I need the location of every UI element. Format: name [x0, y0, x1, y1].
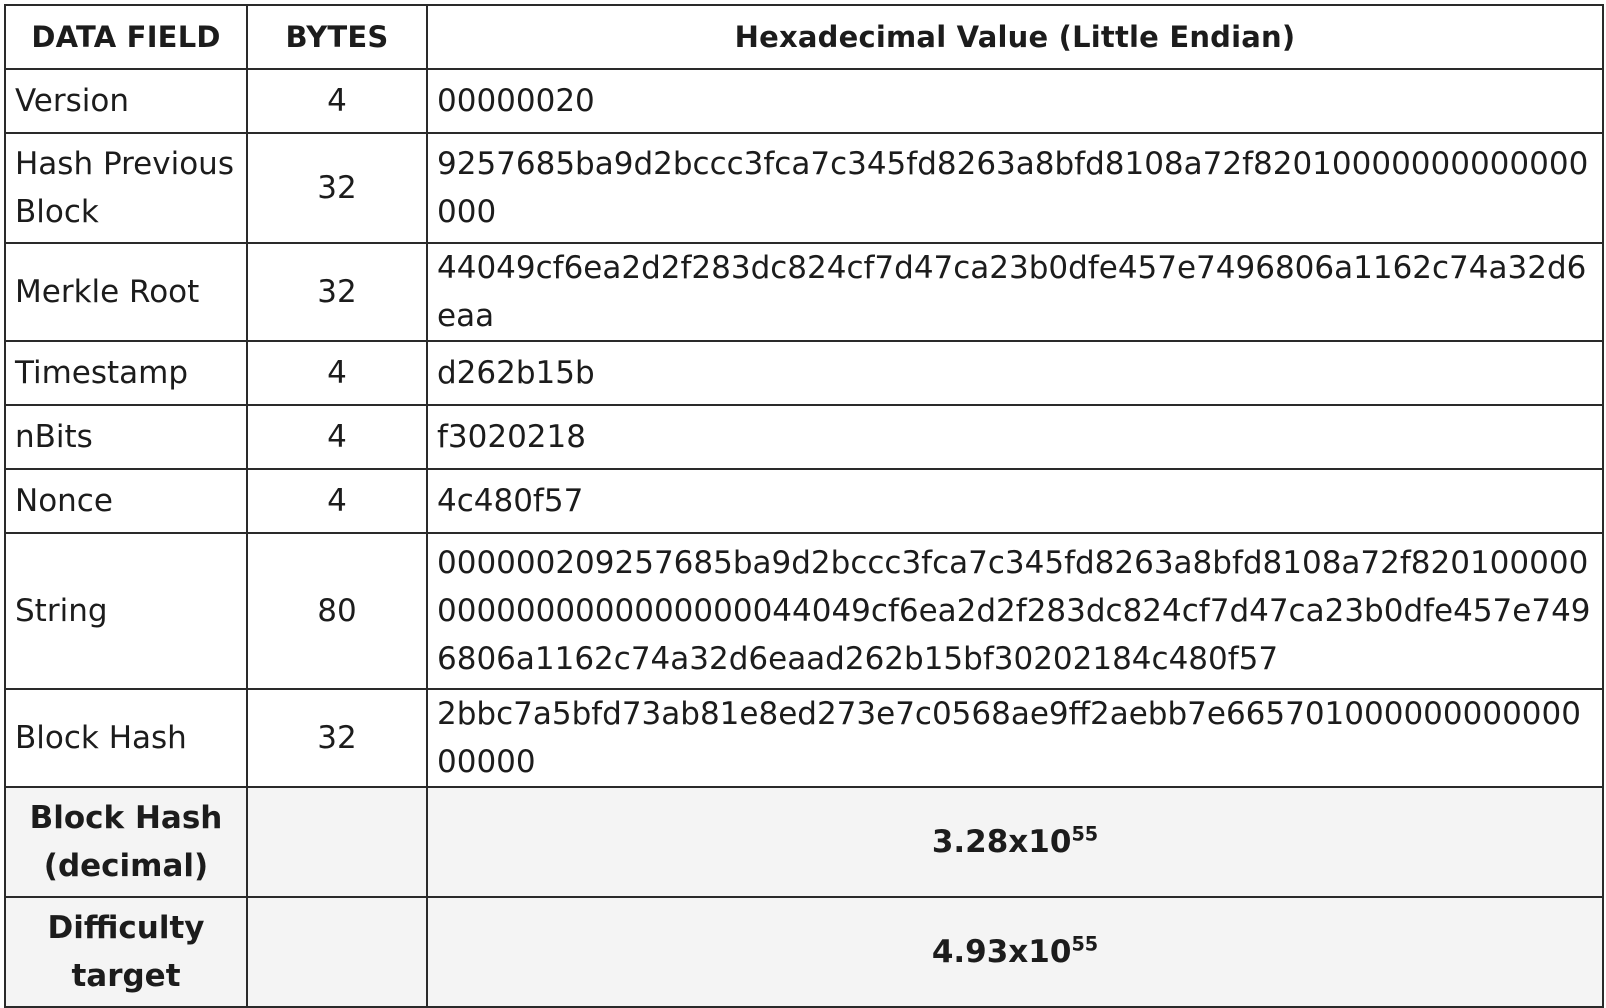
row-field-name: Block Hash — [4, 688, 248, 788]
column-header-bytes: BYTES — [246, 4, 428, 70]
table-row-merkle-root: Merkle Root 32 44049cf6ea2d2f283dc824cf7… — [4, 242, 1604, 342]
row-field-name: Timestamp — [4, 340, 248, 406]
row-field-name: Nonce — [4, 468, 248, 534]
block-header-table: DATA FIELD BYTES Hexadecimal Value (Litt… — [4, 4, 1604, 1008]
row-hex-value: 9257685ba9d2bccc3fca7c345fd8263a8bfd8108… — [426, 132, 1604, 244]
row-hex-value: d262b15b — [426, 340, 1604, 406]
row-hex-value: 00000020 — [426, 68, 1604, 134]
row-bytes: 32 — [246, 132, 428, 244]
row-bytes: 4 — [246, 68, 428, 134]
row-hex-value: 000000209257685ba9d2bccc3fca7c345fd8263a… — [426, 532, 1604, 690]
row-bytes: 32 — [246, 242, 428, 342]
row-bytes: 4 — [246, 404, 428, 470]
row-bytes: 4 — [246, 340, 428, 406]
row-field-name: Merkle Root — [4, 242, 248, 342]
summary-exponent: 55 — [1071, 932, 1099, 956]
row-field-name: String — [4, 532, 248, 690]
row-bytes: 4 — [246, 468, 428, 534]
row-hex-value: 44049cf6ea2d2f283dc824cf7d47ca23b0dfe457… — [426, 242, 1604, 342]
summary-value: 4.93x1055 — [426, 896, 1604, 1008]
table-row-nbits: nBits 4 f3020218 — [4, 404, 1604, 470]
table-row-hash-previous-block: Hash Previous Block 32 9257685ba9d2bccc3… — [4, 132, 1604, 244]
column-header-hex-value: Hexadecimal Value (Little Endian) — [426, 4, 1604, 70]
table-row-version: Version 4 00000020 — [4, 68, 1604, 134]
row-field-name: Version — [4, 68, 248, 134]
table-row-nonce: Nonce 4 4c480f57 — [4, 468, 1604, 534]
column-header-data-field: DATA FIELD — [4, 4, 248, 70]
row-field-name: nBits — [4, 404, 248, 470]
summary-mantissa: 4.93x10 — [931, 934, 1072, 970]
summary-bytes-empty — [246, 896, 428, 1008]
summary-exponent: 55 — [1071, 822, 1099, 846]
table-row-timestamp: Timestamp 4 d262b15b — [4, 340, 1604, 406]
row-hex-value: 4c480f57 — [426, 468, 1604, 534]
row-hex-value: f3020218 — [426, 404, 1604, 470]
summary-label: Block Hash (decimal) — [4, 786, 248, 898]
row-field-name: Hash Previous Block — [4, 132, 248, 244]
row-bytes: 32 — [246, 688, 428, 788]
summary-label: Difficulty target — [4, 896, 248, 1008]
table-row-block-hash-decimal: Block Hash (decimal) 3.28x1055 — [4, 786, 1604, 898]
row-hex-value: 2bbc7a5bfd73ab81e8ed273e7c0568ae9ff2aebb… — [426, 688, 1604, 788]
block-header-table-container: DATA FIELD BYTES Hexadecimal Value (Litt… — [4, 4, 1604, 1008]
table-row-block-hash: Block Hash 32 2bbc7a5bfd73ab81e8ed273e7c… — [4, 688, 1604, 788]
table-row-string: String 80 000000209257685ba9d2bccc3fca7c… — [4, 532, 1604, 690]
row-bytes: 80 — [246, 532, 428, 690]
table-row-difficulty-target: Difficulty target 4.93x1055 — [4, 896, 1604, 1008]
summary-bytes-empty — [246, 786, 428, 898]
summary-value: 3.28x1055 — [426, 786, 1604, 898]
summary-mantissa: 3.28x10 — [931, 824, 1072, 860]
table-header-row: DATA FIELD BYTES Hexadecimal Value (Litt… — [4, 4, 1604, 70]
